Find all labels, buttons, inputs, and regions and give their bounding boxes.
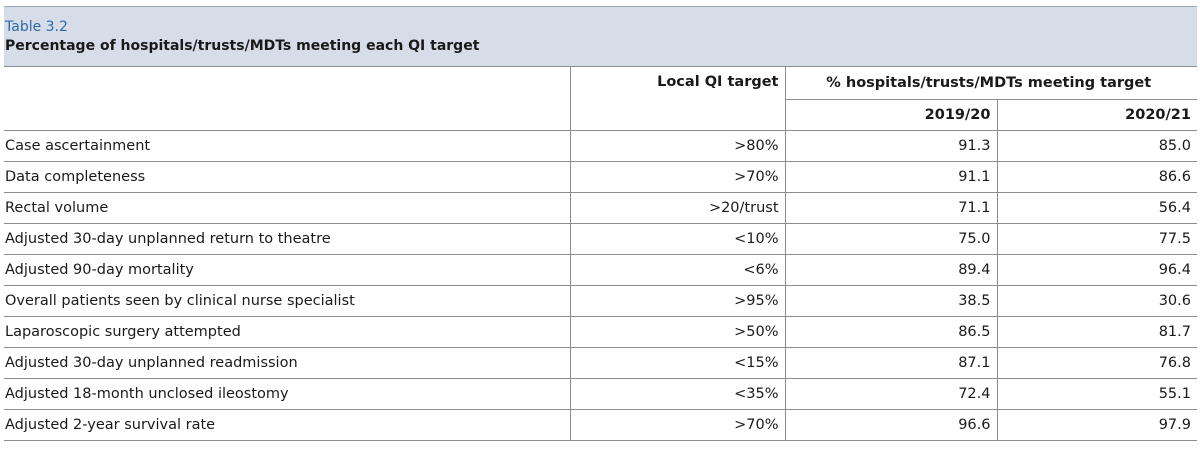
row-label: Rectal volume xyxy=(4,192,570,224)
target-cell: <15% xyxy=(569,347,785,379)
header-row: Local QI target % hospitals/trusts/MDTs … xyxy=(4,66,1197,131)
table-row: Overall patients seen by clinical nurse … xyxy=(4,285,1197,317)
table-row: Rectal volume >20/trust 71.1 56.4 xyxy=(4,192,1197,224)
table-number: Table 3.2 xyxy=(5,19,68,35)
value-cell: 86.6 xyxy=(996,161,1197,193)
row-label: Adjusted 30-day unplanned return to thea… xyxy=(4,223,570,255)
value-cell: 55.1 xyxy=(996,378,1197,410)
value-cell: 86.5 xyxy=(784,316,997,348)
header-row: 2019/20 2020/21 xyxy=(4,99,1197,131)
value-cell: 96.4 xyxy=(996,254,1197,286)
value-cell: 97.9 xyxy=(996,409,1197,441)
target-cell: >80% xyxy=(569,130,785,162)
value-cell: 96.6 xyxy=(784,409,997,441)
target-cell: >95% xyxy=(569,285,785,317)
value-cell: 71.1 xyxy=(784,192,997,224)
target-cell: >50% xyxy=(569,316,785,348)
value-cell: 38.5 xyxy=(784,285,997,317)
value-cell: 81.7 xyxy=(996,316,1197,348)
target-cell: >70% xyxy=(569,409,785,441)
target-cell: >70% xyxy=(569,161,785,193)
header-cell: % hospitals/trusts/MDTs meeting target xyxy=(784,66,1197,100)
value-cell: 72.4 xyxy=(784,378,997,410)
target-cell: <6% xyxy=(569,254,785,286)
value-cell: 91.1 xyxy=(784,161,997,193)
table-row: Adjusted 30-day unplanned return to thea… xyxy=(4,223,1197,255)
table-header-band: Table 3.2 Percentage of hospitals/trusts… xyxy=(4,6,1197,66)
target-cell: <10% xyxy=(569,223,785,255)
row-label: Adjusted 2-year survival rate xyxy=(4,409,570,441)
target-cell: <35% xyxy=(569,378,785,410)
value-cell: 91.3 xyxy=(784,130,997,162)
target-cell: >20/trust xyxy=(569,192,785,224)
header-cell: Local QI target xyxy=(569,66,785,131)
data-table: Local QI target % hospitals/trusts/MDTs … xyxy=(4,66,1197,441)
table-row: Adjusted 90-day mortality <6% 89.4 96.4 xyxy=(4,254,1197,286)
table-row: Case ascertainment >80% 91.3 85.0 xyxy=(4,130,1197,162)
header-cell xyxy=(4,66,570,131)
table-row: Adjusted 2-year survival rate >70% 96.6 97.… xyxy=(4,409,1197,441)
value-cell: 56.4 xyxy=(996,192,1197,224)
row-label: Adjusted 30-day unplanned readmission xyxy=(4,347,570,379)
row-label: Adjusted 90-day mortality xyxy=(4,254,570,286)
row-label: Laparoscopic surgery attempted xyxy=(4,316,570,348)
row-label: Data completeness xyxy=(4,161,570,193)
value-cell: 75.0 xyxy=(784,223,997,255)
table-container: Table 3.2 Percentage of hospitals/trusts… xyxy=(4,6,1197,441)
table-row: Laparoscopic surgery attempted >50% 86.5 81… xyxy=(4,316,1197,348)
table-title: Percentage of hospitals/trusts/MDTs meet… xyxy=(5,38,480,54)
value-cell: 30.6 xyxy=(996,285,1197,317)
year-header: 2020/21 xyxy=(996,99,1197,131)
table-row: Data completeness >70% 91.1 86.6 xyxy=(4,161,1197,193)
value-cell: 77.5 xyxy=(996,223,1197,255)
value-cell: 85.0 xyxy=(996,130,1197,162)
value-cell: 76.8 xyxy=(996,347,1197,379)
table-body: Case ascertainment >80% 91.3 85.0 Data compl… xyxy=(4,130,1197,441)
table-row: Adjusted 30-day unplanned readmission <15… xyxy=(4,347,1197,379)
value-cell: 87.1 xyxy=(784,347,997,379)
value-cell: 89.4 xyxy=(784,254,997,286)
row-label: Case ascertainment xyxy=(4,130,570,162)
row-label: Overall patients seen by clinical nurse … xyxy=(4,285,570,317)
year-header: 2019/20 xyxy=(784,99,997,131)
table-row: Adjusted 18-month unclosed ileostomy <35%… xyxy=(4,378,1197,410)
row-label: Adjusted 18-month unclosed ileostomy xyxy=(4,378,570,410)
